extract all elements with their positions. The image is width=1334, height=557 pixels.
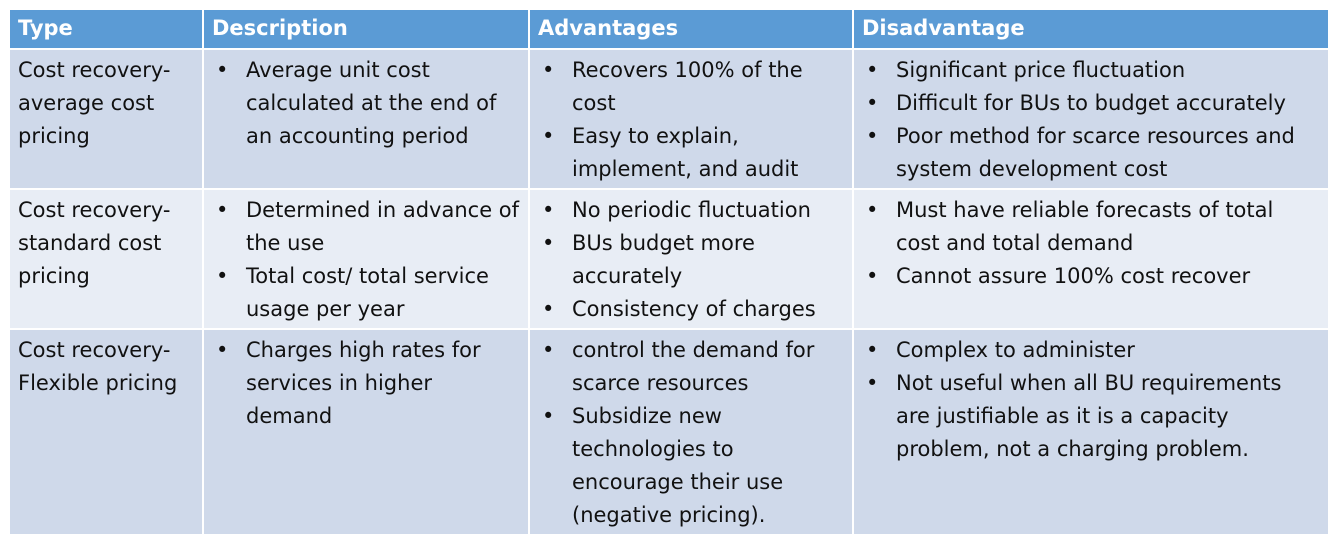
bullet-item: Subsidize new technologies to encourage … <box>538 400 844 532</box>
bullet-cell: Average unit cost calculated at the end … <box>202 48 530 190</box>
bullet-list: Average unit cost calculated at the end … <box>212 54 520 153</box>
type-cell: Cost recovery-average cost pricing <box>8 48 204 190</box>
bullet-item: Significant price fluctuation <box>862 54 1320 87</box>
bullet-list: control the demand for scarce resourcesS… <box>538 334 844 532</box>
bullet-item: Must have reliable forecasts of total co… <box>862 194 1320 260</box>
bullet-list: Must have reliable forecasts of total co… <box>862 194 1320 293</box>
type-cell: Cost recovery-standard cost pricing <box>8 188 204 330</box>
bullet-item: No periodic fluctuation <box>538 194 844 227</box>
bullet-cell: Charges high rates for services in highe… <box>202 328 530 536</box>
bullet-cell: Must have reliable forecasts of total co… <box>852 188 1330 330</box>
bullet-cell: Complex to administerNot useful when all… <box>852 328 1330 536</box>
bullet-cell: Determined in advance of the useTotal co… <box>202 188 530 330</box>
bullet-cell: No periodic fluctuationBUs budget more a… <box>528 188 854 330</box>
bullet-item: Complex to administer <box>862 334 1320 367</box>
bullet-item: Poor method for scarce resources and sys… <box>862 120 1320 186</box>
header-cell: Disadvantage <box>852 8 1330 50</box>
table-row: Cost recovery-Flexible pricingCharges hi… <box>8 328 1330 536</box>
header-cell: Type <box>8 8 204 50</box>
header-cell: Advantages <box>528 8 854 50</box>
bullet-item: Average unit cost calculated at the end … <box>212 54 520 153</box>
bullet-item: Difficult for BUs to budget accurately <box>862 87 1320 120</box>
bullet-item: Cannot assure 100% cost recover <box>862 260 1320 293</box>
pricing-table: Type Description Advantages Disadvantage Co… <box>8 8 1330 536</box>
bullet-item: Total cost/ total service usage per year <box>212 260 520 326</box>
bullet-cell: Significant price fluctuationDifficult f… <box>852 48 1330 190</box>
bullet-list: Recovers 100% of the costEasy to explain… <box>538 54 844 186</box>
bullet-item: Easy to explain, implement, and audit <box>538 120 844 186</box>
header-row: Type Description Advantages Disadvantage <box>8 8 1330 50</box>
bullet-item: BUs budget more accurately <box>538 227 844 293</box>
table-row: Cost recovery-standard cost pricingDeter… <box>8 188 1330 330</box>
bullet-list: Significant price fluctuationDifficult f… <box>862 54 1320 186</box>
table-body: Cost recovery-average cost pricingAverag… <box>8 48 1330 536</box>
bullet-list: Determined in advance of the useTotal co… <box>212 194 520 326</box>
bullet-item: Not useful when all BU requirements are … <box>862 367 1320 466</box>
bullet-list: Charges high rates for services in highe… <box>212 334 520 433</box>
bullet-item: Recovers 100% of the cost <box>538 54 844 120</box>
table-row: Cost recovery-average cost pricingAverag… <box>8 48 1330 190</box>
bullet-cell: control the demand for scarce resourcesS… <box>528 328 854 536</box>
bullet-cell: Recovers 100% of the costEasy to explain… <box>528 48 854 190</box>
type-cell: Cost recovery-Flexible pricing <box>8 328 204 536</box>
bullet-list: No periodic fluctuationBUs budget more a… <box>538 194 844 326</box>
header-cell: Description <box>202 8 530 50</box>
bullet-item: control the demand for scarce resources <box>538 334 844 400</box>
bullet-item: Determined in advance of the use <box>212 194 520 260</box>
bullet-item: Charges high rates for services in highe… <box>212 334 520 433</box>
bullet-item: Consistency of charges <box>538 293 844 326</box>
bullet-list: Complex to administerNot useful when all… <box>862 334 1320 466</box>
